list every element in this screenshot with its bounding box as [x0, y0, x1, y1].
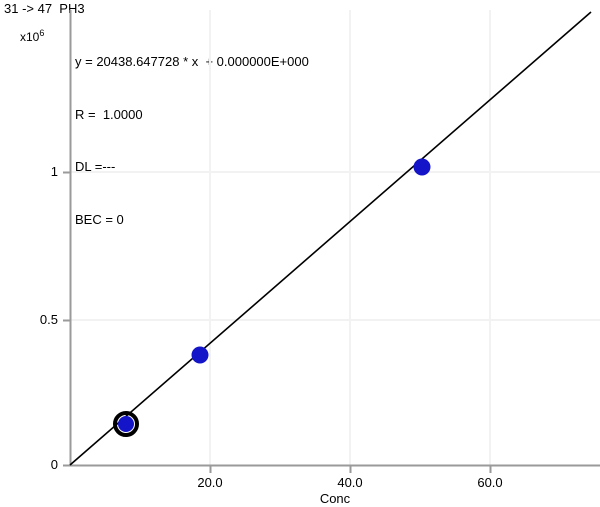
y-tick-label-05: 0.5 — [39, 312, 58, 327]
chart-title: 31 -> 47 PH3 — [4, 1, 85, 16]
x-tick-label-40: 40.0 — [337, 475, 363, 490]
y-axis-multiplier-base: x10 — [20, 30, 40, 44]
gridlines — [70, 10, 600, 465]
x-tick-label-20: 20.0 — [197, 475, 223, 490]
selected-point-ring[interactable] — [113, 411, 139, 437]
fit-bec: BEC = 0 — [75, 211, 124, 227]
y-axis-multiplier: x106 — [20, 28, 44, 44]
x-tick-label-60: 60.0 — [477, 475, 503, 490]
regression-line — [69, 11, 592, 466]
y-tick-label-1: 1 — [50, 164, 58, 179]
axes — [63, 10, 600, 473]
data-points[interactable] — [113, 158, 431, 437]
fit-detection-limit: DL =--- — [75, 159, 116, 174]
fit-annotation-box: y = 20438.647728 * x + 0.000000E+000 R =… — [75, 18, 309, 263]
y-axis-multiplier-exponent: 6 — [39, 28, 45, 38]
fit-equation: y = 20438.647728 * x + 0.000000E+000 — [75, 54, 309, 69]
fit-correlation: R = 1.0000 — [75, 106, 143, 122]
data-point-2[interactable] — [191, 346, 209, 364]
data-point-1[interactable] — [118, 416, 134, 432]
y-tick-label-0: 0 — [50, 457, 58, 472]
x-axis-title: Conc — [319, 491, 351, 506]
data-point-3[interactable] — [413, 158, 431, 176]
